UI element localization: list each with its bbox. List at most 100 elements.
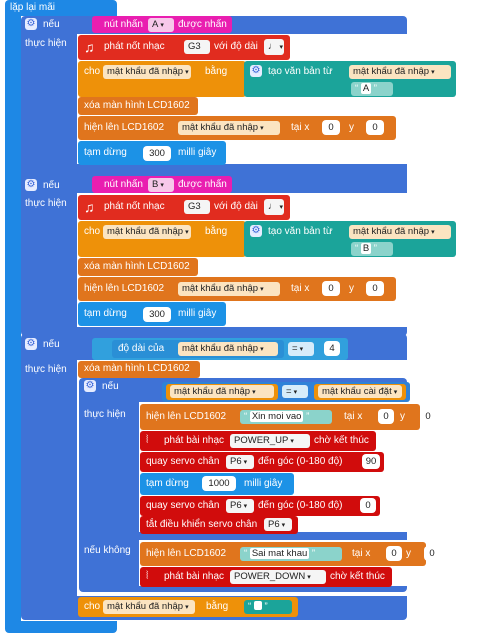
gear-icon[interactable]: ⚙ (25, 338, 37, 350)
play-melody-label: phát bài nhạc (164, 435, 225, 446)
gear-icon[interactable]: ⚙ (250, 65, 262, 77)
ms-label: milli giây (178, 308, 217, 319)
servo-pin-dropdown[interactable]: P6 ▾ (226, 499, 254, 513)
empty-text[interactable]: “ ” (244, 600, 292, 614)
wrong-text[interactable]: “ Sai mat khau ” (240, 547, 342, 561)
compare-var-dropdown[interactable]: mật khẩu đã nhập ▾ (170, 385, 274, 398)
y-label: y (400, 411, 405, 422)
operator-dropdown[interactable]: = ▾ (288, 342, 314, 356)
equals-label: bằng (206, 601, 229, 612)
show-lcd-label: hiện lên LCD1602 (84, 122, 165, 133)
then-label: thực hiện (25, 38, 67, 49)
at-x-label: tại x (291, 283, 310, 294)
sound-wave-icon: ⦚ (146, 434, 149, 446)
pressed-label: được nhấn (178, 19, 227, 30)
servo-off-block[interactable] (140, 516, 298, 534)
at-x-label: tại x (352, 548, 371, 559)
operator-dropdown[interactable]: = ▾ (282, 385, 308, 398)
forever-loop[interactable] (5, 0, 117, 16)
button-label: nút nhấn (104, 19, 143, 30)
show-var-dropdown[interactable]: mật khẩu đã nhập ▾ (178, 121, 280, 135)
play-note-label: phát nốt nhạc (104, 201, 165, 212)
duration-dropdown[interactable]: ♩ ▾ (264, 39, 284, 55)
gear-icon[interactable]: ⚙ (25, 179, 37, 191)
pressed-label: được nhấn (178, 179, 227, 190)
show-var-dropdown[interactable]: mật khẩu đã nhập ▾ (178, 282, 280, 296)
gear-icon[interactable]: ⚙ (25, 18, 37, 30)
y-input[interactable]: 0 (420, 409, 436, 424)
text-literal[interactable]: “ A ” (351, 82, 393, 96)
if-label: nếu (43, 180, 60, 191)
ms-label: milli giây (178, 147, 217, 158)
forever-label: lặp lại mãi (10, 2, 56, 13)
ms-label: milli giây (244, 478, 283, 489)
if-label: nếu (43, 19, 60, 30)
note-dropdown[interactable]: G3 (184, 200, 210, 214)
clear-lcd-block[interactable] (78, 258, 198, 276)
pause-input[interactable]: 1000 (202, 476, 236, 491)
set-label: cho (84, 66, 101, 77)
clear-lcd-label: xóa màn hình LCD1602 (84, 100, 190, 111)
length-var-dropdown[interactable]: mật khẩu đã nhập ▾ (178, 342, 278, 356)
at-x-label: tại x (291, 122, 310, 133)
angle-input[interactable]: 90 (362, 454, 380, 469)
set-label: cho (84, 601, 101, 612)
if-label: nếu (43, 339, 60, 350)
text-var-dropdown[interactable]: mật khẩu đã nhập ▾ (349, 225, 451, 239)
servo-off-pin-dropdown[interactable]: P6 ▾ (264, 518, 292, 531)
then-label: thực hiện (25, 198, 67, 209)
button-label: nút nhấn (104, 179, 143, 190)
button-dropdown[interactable]: B ▾ (148, 178, 174, 192)
play-melody-label: phát bài nhạc (164, 571, 225, 582)
create-text-label: tạo văn bản từ (268, 226, 333, 237)
var-dropdown[interactable]: mật khẩu đã nhập ▾ (103, 65, 191, 79)
until-done-label: chờ kết thúc (314, 435, 369, 446)
clear-lcd-label: xóa màn hình LCD1602 (84, 261, 190, 272)
button-dropdown[interactable]: A ▾ (148, 18, 174, 32)
x-input[interactable]: 0 (386, 546, 402, 561)
y-input[interactable]: 0 (366, 281, 384, 296)
y-label: y (349, 283, 354, 294)
x-input[interactable]: 0 (322, 120, 340, 135)
gear-icon[interactable]: ⚙ (250, 225, 262, 237)
at-x-label: tại x (344, 411, 363, 422)
welcome-text[interactable]: “ Xin moi vao ” (240, 410, 332, 424)
text-literal[interactable]: “ B ” (351, 242, 393, 256)
clear-lcd-label: xóa màn hình LCD1602 (84, 363, 190, 374)
angle-input[interactable]: 0 (360, 498, 376, 513)
gear-icon[interactable]: ⚙ (84, 380, 96, 392)
if-label: nếu (102, 381, 119, 392)
pause-label: tạm dừng (84, 147, 127, 158)
servo-pin-dropdown[interactable]: P6 ▾ (226, 455, 254, 469)
x-input[interactable]: 0 (322, 281, 340, 296)
then-label: thực hiện (25, 364, 67, 375)
saved-pw-dropdown[interactable]: mật khẩu cài đặt ▾ (318, 385, 402, 398)
show-lcd-label: hiện lên LCD1602 (84, 283, 165, 294)
pause-input[interactable]: 300 (143, 307, 171, 322)
length-input[interactable]: 4 (324, 341, 340, 356)
pause-input[interactable]: 300 (143, 146, 171, 161)
y-input[interactable]: 0 (424, 546, 440, 561)
var-dropdown[interactable]: mật khẩu đã nhập ▾ (103, 225, 191, 239)
servo-block[interactable] (140, 496, 380, 516)
to-angle-label: đến góc (0-180 độ) (258, 500, 343, 511)
length-of-label: độ dài của (118, 343, 165, 354)
note-dropdown[interactable]: G3 (184, 40, 210, 54)
var-dropdown[interactable]: mật khẩu đã nhập ▾ (103, 600, 195, 614)
melody-dropdown[interactable]: POWER_DOWN ▾ (230, 570, 326, 584)
music-note-icon: ♫ (84, 199, 95, 215)
text-var-dropdown[interactable]: mật khẩu đã nhập ▾ (349, 65, 451, 79)
to-angle-label: đến góc (0-180 độ) (258, 456, 343, 467)
servo-block[interactable] (140, 452, 384, 472)
show-lcd-label: hiện lên LCD1602 (146, 411, 227, 422)
clear-lcd-block[interactable] (78, 361, 200, 378)
y-input[interactable]: 0 (366, 120, 384, 135)
forever-loop-foot (5, 621, 117, 633)
else-label: nếu không (84, 545, 131, 556)
music-note-icon: ♫ (84, 39, 95, 55)
clear-lcd-block[interactable] (78, 97, 198, 115)
play-note-label: phát nốt nhạc (104, 41, 165, 52)
duration-dropdown[interactable]: ♩ ▾ (264, 199, 284, 215)
x-input[interactable]: 0 (378, 409, 394, 424)
melody-dropdown[interactable]: POWER_UP ▾ (230, 434, 310, 448)
